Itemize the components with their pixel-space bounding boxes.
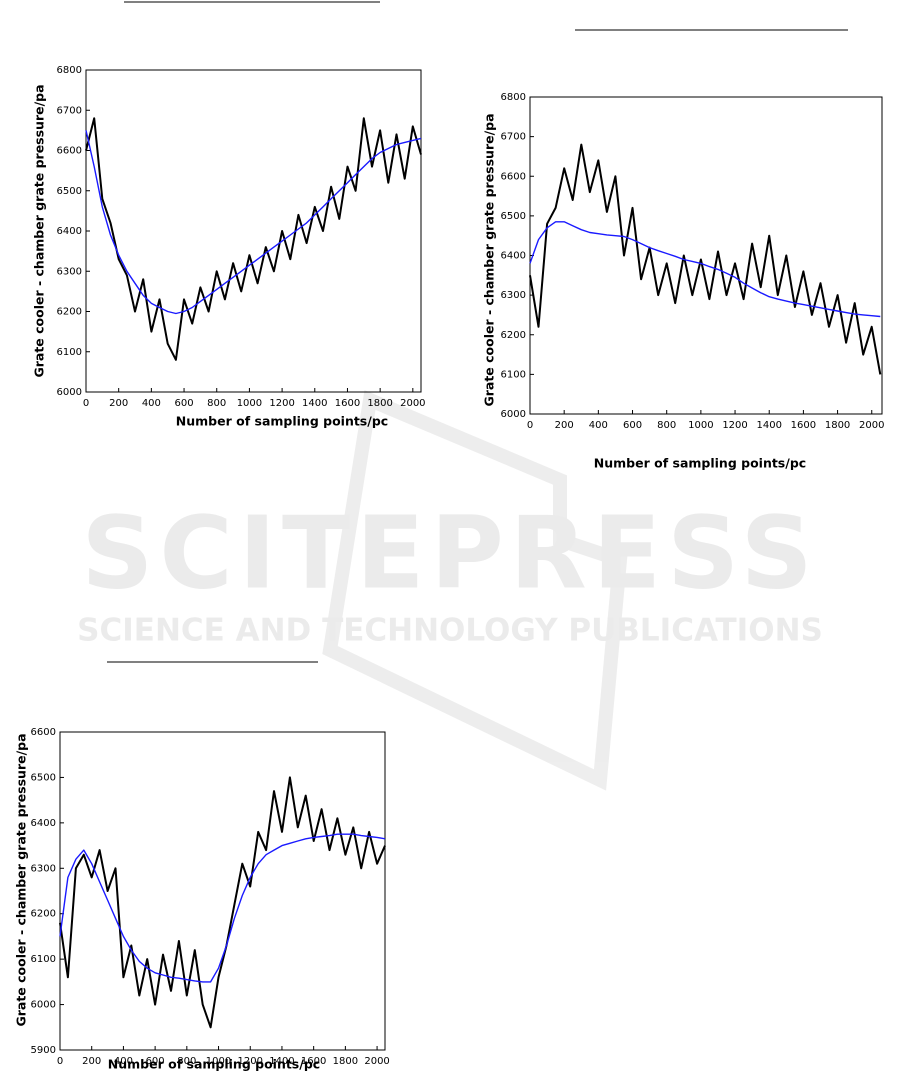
x-tick-label: 400: [589, 420, 608, 431]
x-tick-label: 1200: [269, 398, 294, 409]
x-tick-label: 1000: [688, 420, 713, 431]
x-tick-label: 1000: [237, 398, 262, 409]
x-tick-label: 800: [177, 1056, 196, 1067]
plot-frame: [85, 69, 422, 393]
y-tick-label: 6000: [501, 409, 526, 420]
y-tick-label: 6200: [501, 330, 526, 341]
y-tick-label: 6100: [501, 369, 526, 380]
y-tick-label: 6000: [31, 1000, 56, 1011]
series-line: [85, 130, 422, 315]
y-tick-label: 6600: [501, 171, 526, 182]
y-tick-label: 6800: [57, 65, 82, 76]
y-tick-label: 6200: [57, 307, 82, 318]
y-tick-label: 6800: [501, 92, 526, 103]
y-tick-label: 6600: [57, 146, 82, 157]
x-tick-label: 1800: [825, 420, 850, 431]
x-tick-label: 1600: [301, 1056, 326, 1067]
x-tick-label: 1000: [206, 1056, 231, 1067]
series-line: [529, 143, 882, 375]
series-line: [85, 117, 422, 361]
y-tick-label: 6300: [501, 290, 526, 301]
y-tick-label: 6500: [501, 211, 526, 222]
x-tick-label: 400: [142, 398, 161, 409]
x-tick-label: 200: [109, 398, 128, 409]
x-tick-label: 1800: [333, 1056, 358, 1067]
y-axis-label: Grate cooler - chamber grate pressure/pa: [482, 113, 497, 406]
x-tick-label: 1400: [269, 1056, 294, 1067]
x-tick-label: 2000: [364, 1056, 389, 1067]
y-tick-label: 6700: [57, 105, 82, 116]
y-tick-label: 6100: [31, 954, 56, 965]
x-tick-label: 0: [57, 1056, 63, 1067]
series-line: [529, 221, 881, 318]
x-tick-label: 0: [527, 420, 533, 431]
x-tick-label: 2000: [400, 398, 425, 409]
y-tick-label: 6300: [57, 266, 82, 277]
y-tick-label: 6400: [57, 226, 82, 237]
x-tick-label: 800: [657, 420, 676, 431]
x-tick-label: 600: [175, 398, 194, 409]
watermark-subtitle: SCIENCE AND TECHNOLOGY PUBLICATIONS: [77, 613, 823, 649]
x-tick-label: 1600: [791, 420, 816, 431]
plot-frame: [529, 96, 883, 415]
y-tick-label: 5900: [31, 1045, 56, 1056]
x-tick-label: 600: [623, 420, 642, 431]
x-tick-label: 1200: [238, 1056, 263, 1067]
x-axis-label: Number of sampling points/pc: [594, 456, 806, 471]
y-tick-label: 6400: [31, 818, 56, 829]
y-tick-label: 6400: [501, 251, 526, 262]
plot-frame: [59, 731, 386, 1051]
watermark-title: SCITEPRESS: [81, 494, 818, 611]
x-tick-label: 1600: [335, 398, 360, 409]
x-axis-label: Number of sampling points/pc: [176, 414, 388, 429]
x-tick-label: 1400: [302, 398, 327, 409]
x-tick-label: 200: [82, 1056, 101, 1067]
x-tick-label: 1800: [367, 398, 392, 409]
x-axis-label: Number of sampling points/pc: [108, 1057, 320, 1072]
x-tick-label: 2000: [859, 420, 884, 431]
y-tick-label: 6200: [31, 909, 56, 920]
y-tick-label: 6000: [57, 387, 82, 398]
series-line: [59, 833, 386, 983]
y-tick-label: 6300: [31, 863, 56, 874]
x-tick-label: 400: [114, 1056, 133, 1067]
watermark: SCITEPRESS SCIENCE AND TECHNOLOGY PUBLIC…: [77, 390, 823, 791]
chart: 6000 6100 6200 6300 6400 6500 6600 6700 6800 0 200…: [482, 92, 885, 471]
y-tick-label: 6100: [57, 347, 82, 358]
x-tick-label: 1400: [756, 420, 781, 431]
y-axis-label: Grate cooler - chamber grate pressure/pa: [14, 733, 29, 1026]
x-tick-label: 0: [83, 398, 89, 409]
y-axis-label: Grate cooler - chamber grate pressure/pa: [32, 84, 47, 377]
watermark-logo: [322, 390, 628, 791]
series-line: [59, 776, 386, 1029]
x-tick-label: 600: [146, 1056, 165, 1067]
y-tick-label: 6700: [501, 132, 526, 143]
x-tick-label: 800: [207, 398, 226, 409]
chart: 6000 6100 6200 6300 6400 6500 6600 6700 6800 0 200…: [32, 65, 426, 429]
x-tick-label: 200: [555, 420, 574, 431]
x-tick-label: 1200: [722, 420, 747, 431]
y-tick-label: 6500: [31, 772, 56, 783]
y-tick-label: 6500: [57, 186, 82, 197]
y-tick-label: 6600: [31, 727, 56, 738]
chart: 5900 6000 6100 6200 6300 6400 6500 6600 0 200 400 6…: [14, 727, 390, 1072]
